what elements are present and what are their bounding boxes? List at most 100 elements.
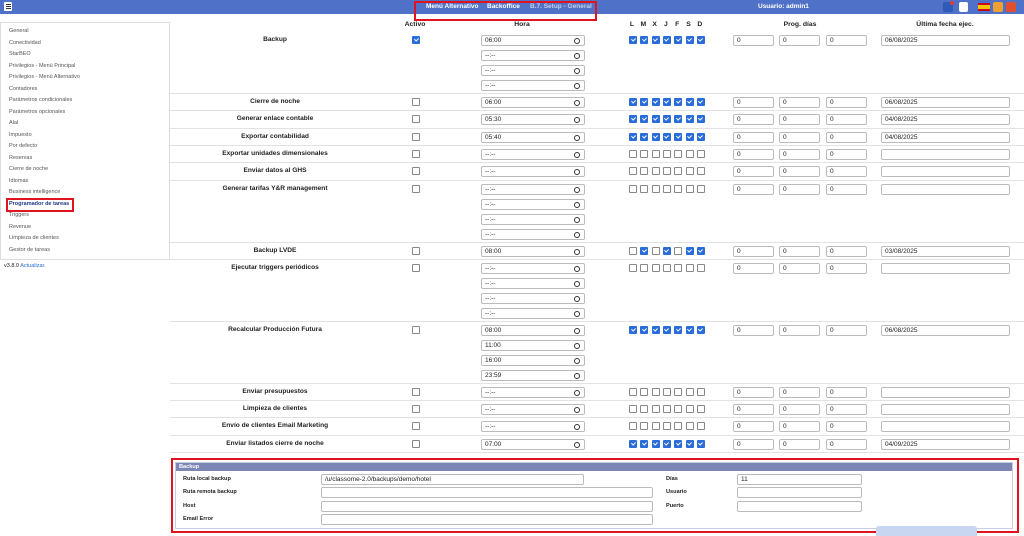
field-input[interactable] [737,500,862,512]
time-input[interactable]: --:-- [481,65,585,76]
day-checkbox[interactable] [685,422,694,431]
time-input[interactable]: --:-- [481,307,585,319]
prog-input[interactable]: 0 [779,148,820,160]
time-input[interactable]: 05:30 [481,114,585,126]
day-checkbox[interactable] [640,439,649,448]
day-checkbox[interactable] [651,422,660,431]
day-checkbox[interactable] [629,325,637,334]
time-input[interactable]: --:-- [481,198,585,210]
day-checkbox[interactable] [662,439,671,448]
day-checkbox[interactable] [696,36,705,44]
active-checkbox[interactable] [412,98,420,106]
day-checkbox[interactable] [662,422,671,431]
language-flag[interactable] [978,3,990,11]
last-date-input[interactable]: 06/08/2025 [881,97,1010,108]
last-date-input[interactable] [881,183,1010,195]
day-checkbox[interactable] [651,149,660,158]
prog-input[interactable]: 0 [826,166,867,178]
time-input[interactable]: --:-- [481,404,585,416]
day-checkbox[interactable] [674,246,683,255]
day-checkbox[interactable] [696,422,705,431]
prog-input[interactable]: 0 [826,386,867,398]
field-input[interactable]: 11 [737,474,862,485]
prog-input[interactable]: 0 [733,166,774,178]
day-checkbox[interactable] [685,246,694,255]
day-checkbox[interactable] [629,387,637,396]
prog-input[interactable]: 0 [779,35,820,46]
day-checkbox[interactable] [685,325,694,334]
field-input[interactable] [321,500,653,512]
sidebar-item[interactable]: Cierre de noche [9,166,49,172]
prog-input[interactable]: 0 [733,386,774,398]
time-input[interactable]: 06:00 [481,97,585,108]
prog-input[interactable]: 0 [779,386,820,398]
prog-input[interactable]: 0 [826,183,867,195]
sidebar-item[interactable]: Reservas [9,154,33,161]
day-checkbox[interactable] [674,325,683,334]
day-checkbox[interactable] [651,132,660,141]
active-checkbox[interactable] [412,184,420,193]
sidebar-item[interactable]: General [9,28,29,34]
active-checkbox[interactable] [412,167,420,176]
prog-input[interactable]: 0 [733,131,774,143]
notifications-icon[interactable] [943,1,954,12]
day-checkbox[interactable] [685,184,694,193]
day-checkbox[interactable] [640,149,649,158]
day-checkbox[interactable] [662,98,671,106]
last-date-input[interactable] [881,148,1010,160]
day-checkbox[interactable] [674,98,683,106]
sidebar-item[interactable]: Parámetros condicionales [9,97,73,103]
time-input[interactable]: --:-- [481,50,585,61]
prog-input[interactable]: 0 [779,245,820,257]
last-date-input[interactable] [881,404,1010,416]
sidebar-item[interactable]: Gestor de tareas [9,246,50,253]
day-checkbox[interactable] [662,132,671,141]
prog-input[interactable]: 0 [779,114,820,126]
day-checkbox[interactable] [674,263,683,272]
prog-input[interactable]: 0 [826,262,867,274]
day-checkbox[interactable] [640,36,649,44]
day-checkbox[interactable] [651,246,660,255]
prog-input[interactable]: 0 [779,183,820,195]
prog-input[interactable]: 0 [779,166,820,178]
sidebar-item[interactable]: StarBEO [9,51,31,57]
day-checkbox[interactable] [662,149,671,158]
day-checkbox[interactable] [640,132,649,141]
day-checkbox[interactable] [640,387,649,396]
active-checkbox[interactable] [412,132,420,141]
prog-input[interactable]: 0 [826,404,867,416]
day-checkbox[interactable] [629,115,637,124]
time-input[interactable]: 06:00 [481,35,585,46]
time-input[interactable]: --:-- [481,166,585,178]
time-input[interactable]: 08:00 [481,245,585,257]
prog-input[interactable]: 0 [733,262,774,274]
prog-input[interactable]: 0 [779,262,820,274]
day-checkbox[interactable] [662,246,671,255]
day-checkbox[interactable] [629,405,637,414]
prog-input[interactable]: 0 [826,114,867,126]
sidebar-item[interactable]: Parámetros opcionales [9,108,66,115]
field-input[interactable] [321,513,653,525]
last-date-input[interactable]: 04/08/2025 [881,114,1010,126]
day-checkbox[interactable] [696,439,705,448]
prog-input[interactable]: 0 [733,148,774,160]
time-input[interactable]: 08:00 [481,324,585,336]
prog-input[interactable]: 0 [733,97,774,108]
day-checkbox[interactable] [685,439,694,448]
day-checkbox[interactable] [651,98,660,106]
last-date-input[interactable] [881,421,1010,433]
day-checkbox[interactable] [674,439,683,448]
day-checkbox[interactable] [685,167,694,176]
day-checkbox[interactable] [674,149,683,158]
last-date-input[interactable]: 04/08/2025 [881,131,1010,143]
prog-input[interactable]: 0 [779,131,820,143]
day-checkbox[interactable] [696,132,705,141]
day-checkbox[interactable] [685,98,694,106]
prog-input[interactable]: 0 [826,97,867,108]
prog-input[interactable]: 0 [779,404,820,416]
day-checkbox[interactable] [674,184,683,193]
last-date-input[interactable]: 06/08/2025 [881,324,1010,336]
document-icon[interactable] [959,2,968,12]
day-checkbox[interactable] [696,405,705,414]
day-checkbox[interactable] [651,263,660,272]
